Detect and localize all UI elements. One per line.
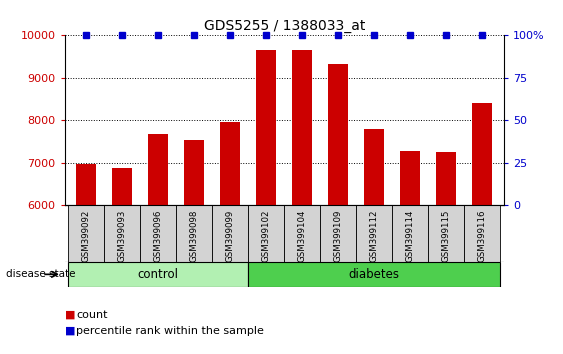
Bar — [68, 262, 248, 287]
Bar — [248, 205, 284, 262]
Text: GSM399104: GSM399104 — [298, 210, 307, 262]
Text: ■: ■ — [65, 310, 75, 320]
Bar — [284, 205, 320, 262]
Bar — [436, 152, 456, 205]
Bar — [292, 50, 312, 205]
Bar — [400, 150, 420, 205]
Bar — [356, 205, 392, 262]
Bar — [464, 205, 501, 262]
Text: GSM399109: GSM399109 — [334, 210, 343, 262]
Text: GSM399096: GSM399096 — [154, 210, 163, 262]
Bar — [185, 140, 204, 205]
Bar — [212, 205, 248, 262]
Text: ■: ■ — [65, 326, 75, 336]
Bar — [104, 205, 140, 262]
Bar — [248, 262, 501, 287]
Text: GSM399116: GSM399116 — [478, 210, 487, 262]
Bar — [176, 205, 212, 262]
Text: control: control — [138, 268, 179, 281]
Bar — [472, 103, 492, 205]
Text: percentile rank within the sample: percentile rank within the sample — [76, 326, 264, 336]
Bar — [68, 205, 104, 262]
Bar — [428, 205, 464, 262]
Title: GDS5255 / 1388033_at: GDS5255 / 1388033_at — [204, 19, 365, 33]
Text: GSM399092: GSM399092 — [82, 210, 91, 262]
Text: GSM399099: GSM399099 — [226, 210, 235, 262]
Bar — [256, 50, 276, 205]
Text: count: count — [76, 310, 108, 320]
Text: diabetes: diabetes — [349, 268, 400, 281]
Text: disease state: disease state — [6, 269, 75, 279]
Text: GSM399115: GSM399115 — [442, 210, 451, 262]
Bar — [320, 205, 356, 262]
Bar — [364, 129, 384, 205]
Bar — [221, 122, 240, 205]
Text: GSM399114: GSM399114 — [406, 210, 415, 262]
Bar — [392, 205, 428, 262]
Bar — [77, 164, 96, 205]
Text: GSM399093: GSM399093 — [118, 210, 127, 262]
Bar — [328, 64, 348, 205]
Bar — [113, 169, 132, 205]
Text: GSM399112: GSM399112 — [370, 210, 379, 262]
Text: GSM399098: GSM399098 — [190, 210, 199, 262]
Text: GSM399102: GSM399102 — [262, 210, 271, 262]
Bar — [149, 135, 168, 205]
Bar — [140, 205, 176, 262]
